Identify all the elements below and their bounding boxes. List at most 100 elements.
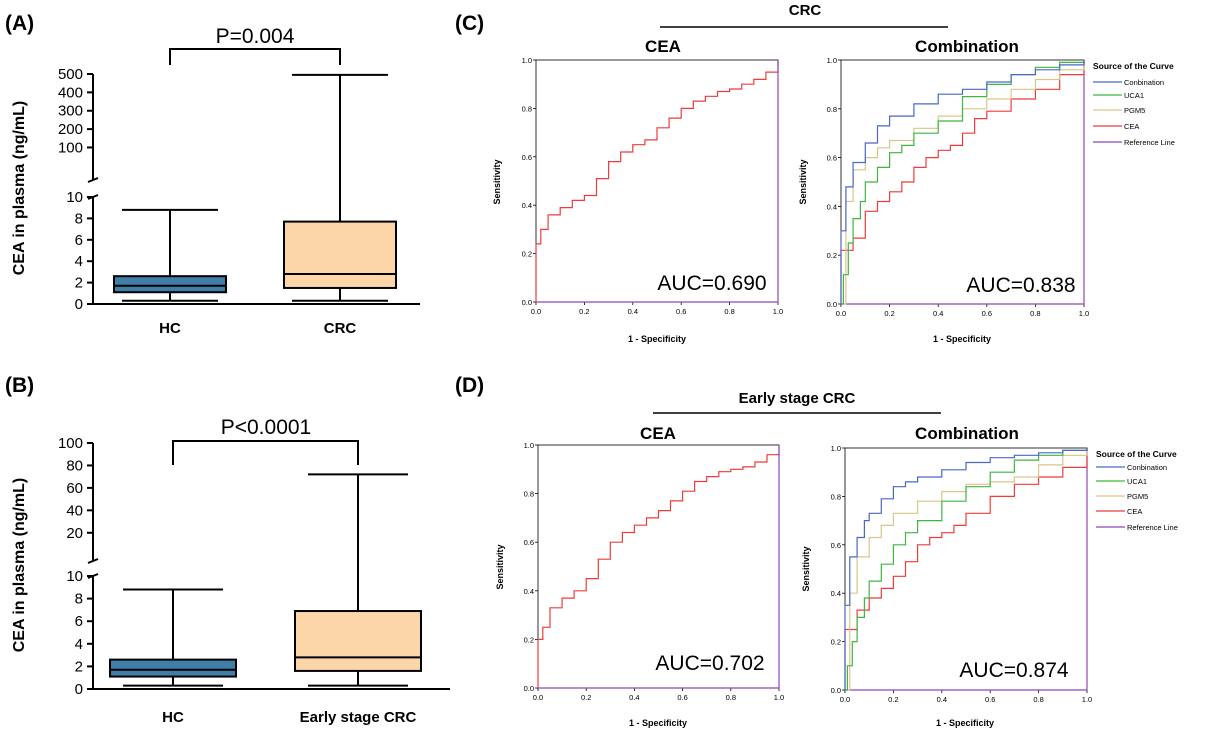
y-tick-label: 0.2: [524, 635, 534, 644]
roc-ylabel-c-combination: Sensitivity: [798, 159, 808, 204]
plot-frame: [535, 59, 779, 303]
roc-xlabel-d-cea: 1 - Specificity: [629, 718, 687, 728]
x-tick-label: 0.2: [884, 309, 894, 318]
category-label-hc-a: HC: [159, 320, 181, 337]
roc-chart-d-combination: Combination Sensitivity 1 - Specificity …: [801, 424, 1092, 728]
x-tick-label: 0.2: [579, 307, 589, 316]
y-tick-label: 10: [66, 189, 83, 206]
y-tick-label: 10: [66, 568, 83, 585]
p-value-b: P<0.0001: [221, 416, 312, 439]
legend-title-c: Source of the Curve: [1093, 61, 1174, 71]
panel-label-c: (C): [455, 12, 484, 35]
y-tick-label: 1.0: [522, 56, 532, 65]
x-tick-label: 0.8: [724, 307, 734, 316]
x-tick-label: 0.6: [982, 309, 992, 318]
category-label-hc-b: HC: [162, 709, 184, 726]
y-tick-label: 2: [75, 658, 83, 675]
y-tick-label: 0.0: [522, 298, 532, 307]
auc-label-c-cea: AUC=0.690: [657, 272, 766, 295]
auc-label-d-cea: AUC=0.702: [655, 652, 764, 675]
y-tick-label: 200: [58, 121, 83, 138]
y-tick-label: 0.4: [827, 202, 837, 211]
y-axis-label-a: CEA in plasma (ng/mL): [11, 101, 28, 276]
roc-title-c-cea: CEA: [645, 37, 681, 56]
y-tick-label: 1.0: [827, 56, 837, 65]
roc-curve-reference: [536, 60, 779, 303]
x-tick-label: 0.0: [533, 693, 543, 702]
y-tick-label: 0.8: [831, 492, 841, 501]
x-tick-label: 0.0: [840, 695, 850, 704]
y-tick-label: 0.4: [524, 587, 534, 596]
y-tick-label: 6: [75, 613, 83, 630]
group-title-d: Early stage CRC: [739, 390, 856, 407]
x-tick-label: 1.0: [774, 693, 784, 702]
significance-bracket-a: [169, 48, 341, 65]
legend-item-pgm5-d: PGM5: [1127, 492, 1148, 501]
x-tick-label: 0.8: [726, 693, 736, 702]
roc-title-d-cea: CEA: [640, 424, 676, 443]
legend-item-cea-d: CEA: [1127, 507, 1142, 516]
significance-bracket-b: [172, 440, 359, 465]
x-tick-label: 0.8: [1030, 309, 1040, 318]
roc-ylabel-d-combination: Sensitivity: [801, 546, 811, 591]
panel-a: (A) CEA in plasma (ng/mL) 0 2 4 6 8 10 1002003…: [5, 12, 420, 337]
legend-item-pgm5-c: PGM5: [1124, 106, 1145, 115]
y-axis-label-b: CEA in plasma (ng/mL): [11, 478, 28, 653]
legend-item-combination-d: Conbination: [1127, 463, 1167, 472]
auc-label-d-combination: AUC=0.874: [959, 659, 1068, 682]
y-tick-label: 0.8: [522, 104, 532, 113]
panel-b: (B) CEA in plasma (ng/mL) 0 2 4 6 8 10 20 40 60 8…: [5, 374, 450, 726]
y-tick-label: 0.6: [831, 541, 841, 550]
legend-item-combination-c: Conbination: [1124, 78, 1164, 87]
y-tick-label: 0.2: [831, 638, 841, 647]
y-tick-label: 0.4: [522, 201, 532, 210]
box-plot-b: 0 2 4 6 8 10 20 40 60 80 100: [58, 435, 450, 698]
roc-chart-c-combination: Combination Sensitivity 1 - Specificity …: [798, 37, 1089, 344]
legend-title-d: Source of the Curve: [1096, 449, 1177, 459]
roc-curve-uca1: [841, 60, 1085, 305]
roc-curve-uca1: [845, 448, 1088, 691]
roc-ylabel-d-cea: Sensitivity: [495, 544, 505, 589]
category-label-early-b: Early stage CRC: [300, 709, 417, 726]
roc-chart-d-cea: CEA Sensitivity 1 - Specificity AUC=0.70…: [495, 424, 784, 728]
roc-xlabel-c-combination: 1 - Specificity: [933, 334, 991, 344]
y-tick-label: 0.6: [827, 154, 837, 163]
y-tick-label: 500: [58, 66, 83, 83]
x-tick-label: 1.0: [1079, 309, 1089, 318]
roc-curve-reference: [845, 448, 1088, 691]
y-tick-label: 300: [58, 103, 83, 120]
y-tick-label: 8: [75, 591, 83, 608]
roc-title-d-combination: Combination: [915, 424, 1019, 443]
box-1: [294, 610, 422, 672]
axis-break-mark: [87, 177, 99, 183]
y-tick-label: 1.0: [831, 444, 841, 453]
y-tick-label: 0.6: [524, 538, 534, 547]
x-tick-label: 0.8: [1033, 695, 1043, 704]
y-tick-label: 4: [75, 253, 83, 270]
y-tick-label: 80: [66, 457, 83, 474]
roc-curve-reference: [538, 445, 780, 689]
x-tick-label: 0.6: [985, 695, 995, 704]
legend-c: Source of the Curve Conbination UCA1 PGM…: [1093, 61, 1175, 147]
panel-label-a: (A): [5, 12, 34, 35]
y-tick-label: 60: [66, 480, 83, 497]
box-0: [109, 658, 237, 678]
y-tick-label: 6: [75, 232, 83, 249]
roc-curve-cea: [844, 448, 1088, 690]
y-tick-label: 0.0: [831, 686, 841, 695]
x-tick-label: 1.0: [1082, 695, 1092, 704]
axis-break-mark: [87, 558, 99, 564]
x-tick-label: 0.4: [629, 693, 639, 702]
y-tick-label: 0.8: [524, 490, 534, 499]
y-tick-label: 4: [75, 636, 83, 653]
y-tick-label: 0: [75, 296, 83, 313]
legend-item-cea-c: CEA: [1124, 122, 1139, 131]
y-tick-label: 40: [66, 502, 83, 519]
legend-item-reference-c: Reference Line: [1124, 138, 1175, 147]
y-tick-label: 400: [58, 84, 83, 101]
panel-label-d: (D): [455, 374, 484, 397]
x-tick-label: 0.4: [628, 307, 638, 316]
x-tick-label: 0.4: [937, 695, 947, 704]
